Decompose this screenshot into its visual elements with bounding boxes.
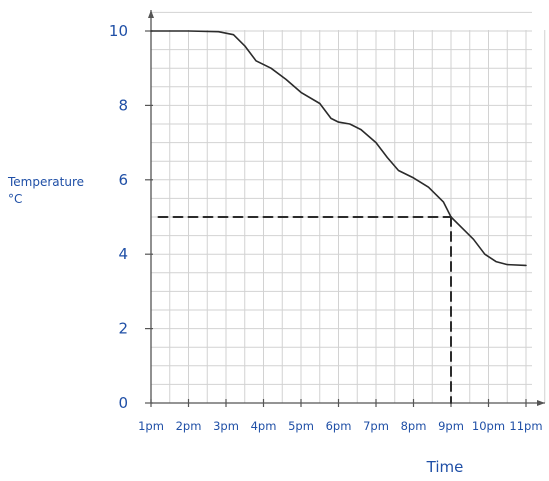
y-tick-label: 8 [118,96,128,114]
y-tick-label: 6 [118,171,128,189]
x-tick-label: 4pm [251,419,277,433]
x-tick-label: 5pm [288,419,314,433]
y-axis-label: Temperature [7,175,84,189]
y-axis-arrow [148,10,154,18]
x-tick-label: 2pm [176,419,202,433]
x-tick-label: 3pm [213,419,239,433]
x-tick-label: 1pm [138,419,164,433]
x-tick-label: 9pm [438,419,464,433]
x-axis-label: Time [426,458,464,476]
x-tick-label: 10pm [472,419,505,433]
x-axis-arrow [537,400,545,406]
x-tick-label: 6pm [326,419,352,433]
x-tick-label: 11pm [509,419,542,433]
y-tick-label: 2 [118,320,128,338]
y-axis-unit: °C [8,192,22,206]
y-tick-label: 4 [118,245,128,263]
y-tick-labels: 0 2 4 6 8 10 [109,22,128,412]
y-tick-label: 10 [109,22,128,40]
y-tick-label: 0 [118,394,128,412]
x-tick-label: 8pm [401,419,427,433]
x-tick-label: 7pm [363,419,389,433]
series [150,30,527,404]
temperature-line [150,30,527,267]
grid [151,11,546,403]
x-tick-labels: 1pm 2pm 3pm 4pm 5pm 6pm 7pm 8pm 9pm 10pm 11pm [138,419,542,433]
